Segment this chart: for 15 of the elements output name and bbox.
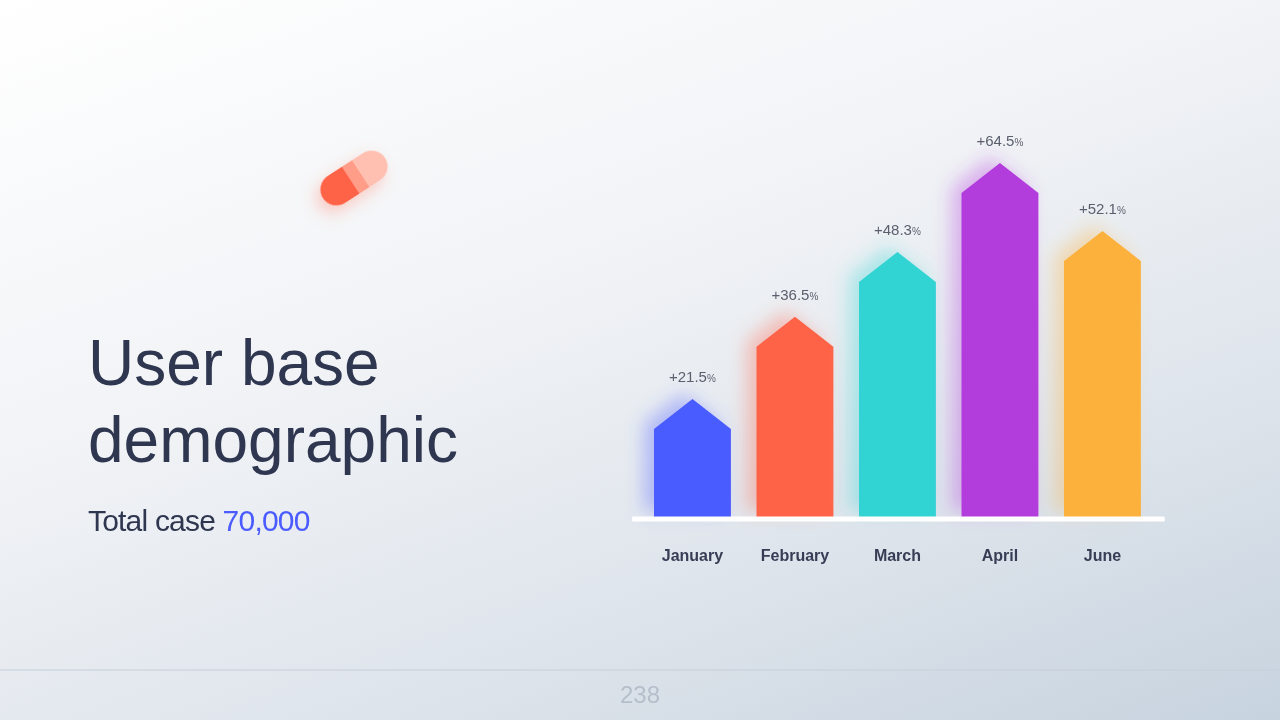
bar <box>961 163 1039 517</box>
data-label: +36.5% <box>771 285 819 303</box>
x-tick-label: April <box>981 547 1019 564</box>
x-tick-label: June <box>1083 547 1122 564</box>
x-tick-label: February <box>760 547 830 564</box>
data-label: +21.5% <box>669 368 716 385</box>
data-label: +52.1% <box>1079 200 1126 218</box>
bar <box>1064 231 1141 517</box>
x-tick-label: March <box>873 547 922 564</box>
bar <box>859 251 936 517</box>
data-label: +64.5% <box>976 132 1024 149</box>
x-tick-label: January <box>661 547 724 564</box>
text: Total case 70,000 <box>88 504 310 537</box>
text: User base demographic <box>88 327 458 476</box>
data-label: +48.3% <box>874 220 921 238</box>
